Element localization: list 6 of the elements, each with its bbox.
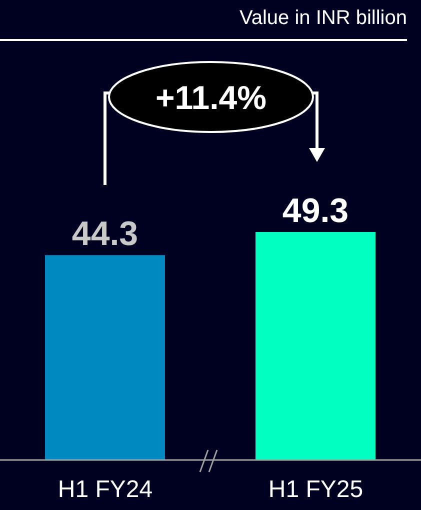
chart-subtitle: Value in INR billion [240, 7, 407, 30]
data-label: 49.3 [282, 192, 349, 230]
x-tick-label: H1 FY24 [58, 476, 153, 504]
x-tick-label: H1 FY25 [268, 476, 364, 504]
text: +11.4% [155, 79, 267, 116]
data-label: 44.3 [72, 215, 138, 254]
